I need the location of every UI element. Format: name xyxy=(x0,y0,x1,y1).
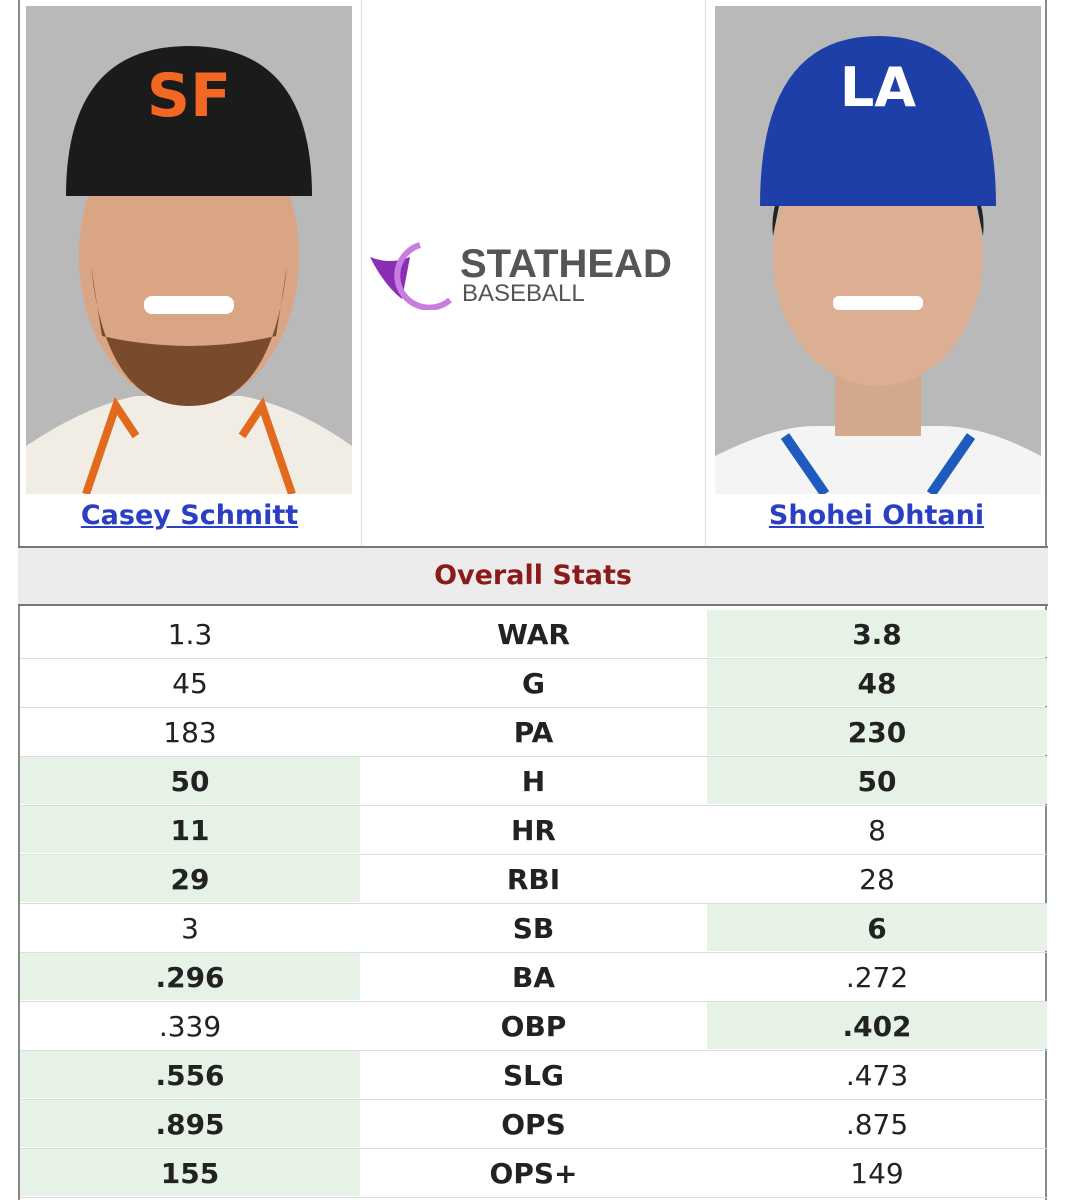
stat-value: .402 xyxy=(707,1002,1047,1049)
stat-value: 48 xyxy=(707,659,1047,706)
stat-value: 50 xyxy=(20,757,360,804)
logo-text: STATHEAD xyxy=(460,242,672,286)
row-divider xyxy=(20,854,1047,855)
stat-label: PA xyxy=(513,716,554,749)
stat-label: HR xyxy=(511,814,556,847)
svg-text:LA: LA xyxy=(840,56,916,119)
player-link[interactable]: Shohei Ohtani xyxy=(768,500,985,531)
stat-label: WAR xyxy=(497,618,570,651)
stat-value: 230 xyxy=(707,708,1047,755)
stat-label: OPS+ xyxy=(489,1157,578,1190)
stat-value: 155 xyxy=(20,1149,360,1196)
stat-label: RBI xyxy=(506,863,561,896)
stat-label: H xyxy=(521,765,546,798)
stat-value: 149 xyxy=(850,1157,904,1190)
player-photo: SF xyxy=(26,6,352,494)
stat-value: 8 xyxy=(868,814,886,847)
row-divider xyxy=(20,1050,1047,1051)
stat-value: 28 xyxy=(859,863,895,896)
stat-value: 50 xyxy=(707,757,1047,804)
row-divider xyxy=(20,1148,1047,1149)
stat-value: .895 xyxy=(20,1100,360,1147)
stat-label: BA xyxy=(511,961,555,994)
stat-value: .556 xyxy=(20,1051,360,1098)
row-divider xyxy=(20,1197,1047,1198)
row-divider xyxy=(20,756,1047,757)
player-photo: LA xyxy=(715,6,1041,494)
player-link[interactable]: Casey Schmitt xyxy=(80,500,299,531)
stat-label: OBP xyxy=(500,1010,567,1043)
stat-value: 183 xyxy=(163,716,217,749)
svg-text:SF: SF xyxy=(147,61,231,131)
stat-value: 11 xyxy=(20,806,360,853)
row-divider xyxy=(20,1099,1047,1100)
stathead-logo: STATHEAD BASEBALL xyxy=(370,242,672,310)
divider xyxy=(361,0,362,546)
stat-value: 45 xyxy=(172,667,208,700)
stat-value: 1.3 xyxy=(167,618,213,651)
stat-value: .875 xyxy=(845,1108,909,1141)
stat-label: SLG xyxy=(503,1059,564,1092)
stat-label: OPS xyxy=(501,1108,566,1141)
section-header: Overall Stats xyxy=(18,546,1048,606)
stat-value: .296 xyxy=(20,953,360,1000)
stat-label: SB xyxy=(512,912,555,945)
stat-label: G xyxy=(522,667,545,700)
row-divider xyxy=(20,707,1047,708)
row-divider xyxy=(20,1001,1047,1002)
row-divider xyxy=(20,805,1047,806)
row-divider xyxy=(20,903,1047,904)
stat-value: 6 xyxy=(707,904,1047,951)
row-divider xyxy=(20,658,1047,659)
stat-value: .339 xyxy=(158,1010,222,1043)
stat-value: .272 xyxy=(845,961,909,994)
stat-value: 3.8 xyxy=(707,610,1047,657)
stat-value: 3 xyxy=(181,912,199,945)
stat-value: .473 xyxy=(845,1059,909,1092)
row-divider xyxy=(20,952,1047,953)
logo-subtext: BASEBALL xyxy=(462,280,585,307)
stat-value: 29 xyxy=(20,855,360,902)
divider xyxy=(705,0,706,546)
